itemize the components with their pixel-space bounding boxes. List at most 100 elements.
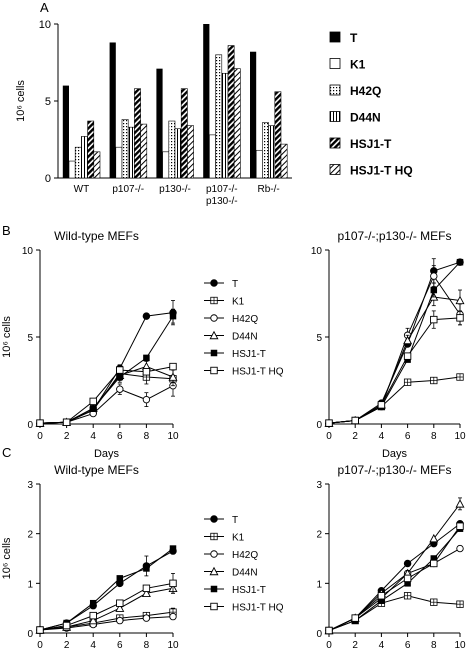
legend-swatch xyxy=(329,111,341,122)
data-point xyxy=(169,362,177,371)
series-line xyxy=(39,582,174,631)
data-point xyxy=(209,566,219,576)
y-tick-label: 0 xyxy=(45,173,51,185)
data-point xyxy=(115,603,125,612)
y-tick-label: 10 xyxy=(22,246,34,257)
x-tick-label: 0 xyxy=(37,431,43,442)
bar xyxy=(174,128,182,179)
bar xyxy=(255,149,263,179)
series-line xyxy=(328,525,461,631)
series-3 xyxy=(324,287,465,427)
series-1 xyxy=(325,592,464,635)
data-point xyxy=(210,366,218,375)
bar xyxy=(74,146,82,179)
data-point xyxy=(142,584,151,592)
series-4 xyxy=(36,308,177,427)
x-tick-label: 6 xyxy=(117,431,123,442)
data-point xyxy=(456,600,464,608)
series-line xyxy=(39,366,174,424)
x-tick-label: 4 xyxy=(90,431,96,442)
y-tick-label: 3 xyxy=(316,480,322,491)
data-point xyxy=(62,418,71,426)
series-line xyxy=(328,317,461,424)
x-tick-label: 0 xyxy=(37,640,43,651)
bar-legend: T K1 H42Q D44N HSJ1-T HSJ1-T HQ xyxy=(329,31,413,178)
series-line xyxy=(328,503,461,631)
data-point xyxy=(404,580,411,587)
data-point xyxy=(210,550,218,558)
legend-swatch xyxy=(329,31,341,43)
data-point xyxy=(455,295,465,305)
data-point xyxy=(430,376,438,385)
data-point xyxy=(403,335,413,345)
panel-label-a: A xyxy=(40,0,49,15)
data-point xyxy=(141,588,151,597)
data-point xyxy=(430,315,438,324)
x-axis-label: Days xyxy=(94,448,120,460)
data-point xyxy=(88,615,98,625)
legend-label: HSJ1-T HQ xyxy=(232,367,284,378)
chart-title: p107-/-;p130-/- MEFs xyxy=(337,463,451,477)
legend-label: D44N xyxy=(232,332,258,343)
data-point xyxy=(456,522,464,530)
legend-swatch xyxy=(329,137,341,149)
series-3 xyxy=(35,360,178,427)
data-point xyxy=(430,559,438,568)
series-5 xyxy=(325,310,464,427)
data-point xyxy=(429,533,439,543)
chart-title: p107-/-;p130-/- MEFs xyxy=(337,229,451,243)
category-label: p107-/- xyxy=(206,184,238,195)
legend: T K1 H42Q D44N HSJ1-T HSJ1-T HQ xyxy=(204,515,284,614)
x-tick-label: 8 xyxy=(431,431,437,442)
data-point xyxy=(209,330,219,340)
legend-label: K1 xyxy=(350,58,366,72)
data-point xyxy=(430,286,438,294)
y-tick-label: 2 xyxy=(27,530,33,541)
series-line xyxy=(39,548,174,631)
y-axis-label: 10⁶ cells xyxy=(1,537,13,579)
data-point xyxy=(377,401,386,409)
data-point xyxy=(116,575,124,582)
bar xyxy=(87,120,95,179)
series-1 xyxy=(325,373,464,427)
legend-label: HSJ1-T xyxy=(350,137,392,151)
data-point xyxy=(455,499,465,508)
legend-label: T xyxy=(232,279,238,290)
bar xyxy=(93,151,101,179)
legend-label: T xyxy=(350,31,358,45)
category-sublabel: p130-/- xyxy=(206,196,238,207)
data-point xyxy=(325,419,333,427)
data-point xyxy=(89,599,97,607)
bar xyxy=(180,88,188,179)
data-point xyxy=(456,258,464,266)
series-line xyxy=(328,548,461,631)
data-point xyxy=(210,296,218,305)
data-point xyxy=(116,599,124,607)
data-point xyxy=(36,419,44,427)
x-tick-label: 0 xyxy=(326,640,332,651)
y-tick-label: 5 xyxy=(27,333,33,344)
data-point xyxy=(142,395,151,404)
bar xyxy=(280,143,288,179)
y-tick-label: 0 xyxy=(316,629,322,640)
data-point xyxy=(210,585,218,593)
data-point xyxy=(142,614,151,622)
x-tick-label: 10 xyxy=(167,431,179,442)
data-point xyxy=(351,416,359,425)
series-1 xyxy=(36,607,177,634)
chart-title: Wild-type MEFs xyxy=(54,229,139,243)
x-tick-label: 4 xyxy=(90,640,96,651)
data-point xyxy=(325,626,333,635)
series-line xyxy=(328,528,461,631)
x-tick-label: 10 xyxy=(454,640,466,651)
bar xyxy=(203,24,210,178)
bar xyxy=(262,122,269,179)
data-point xyxy=(142,312,151,320)
x-tick-label: 6 xyxy=(405,431,411,442)
legend-label: H42Q xyxy=(232,550,258,561)
panel-label-b: B xyxy=(2,223,11,238)
legend: T K1 H42Q D44N HSJ1-T HSJ1-T HQ xyxy=(204,279,284,378)
y-tick-label: 1 xyxy=(27,579,33,590)
y-tick-label: 5 xyxy=(316,333,322,344)
data-point xyxy=(210,349,218,357)
